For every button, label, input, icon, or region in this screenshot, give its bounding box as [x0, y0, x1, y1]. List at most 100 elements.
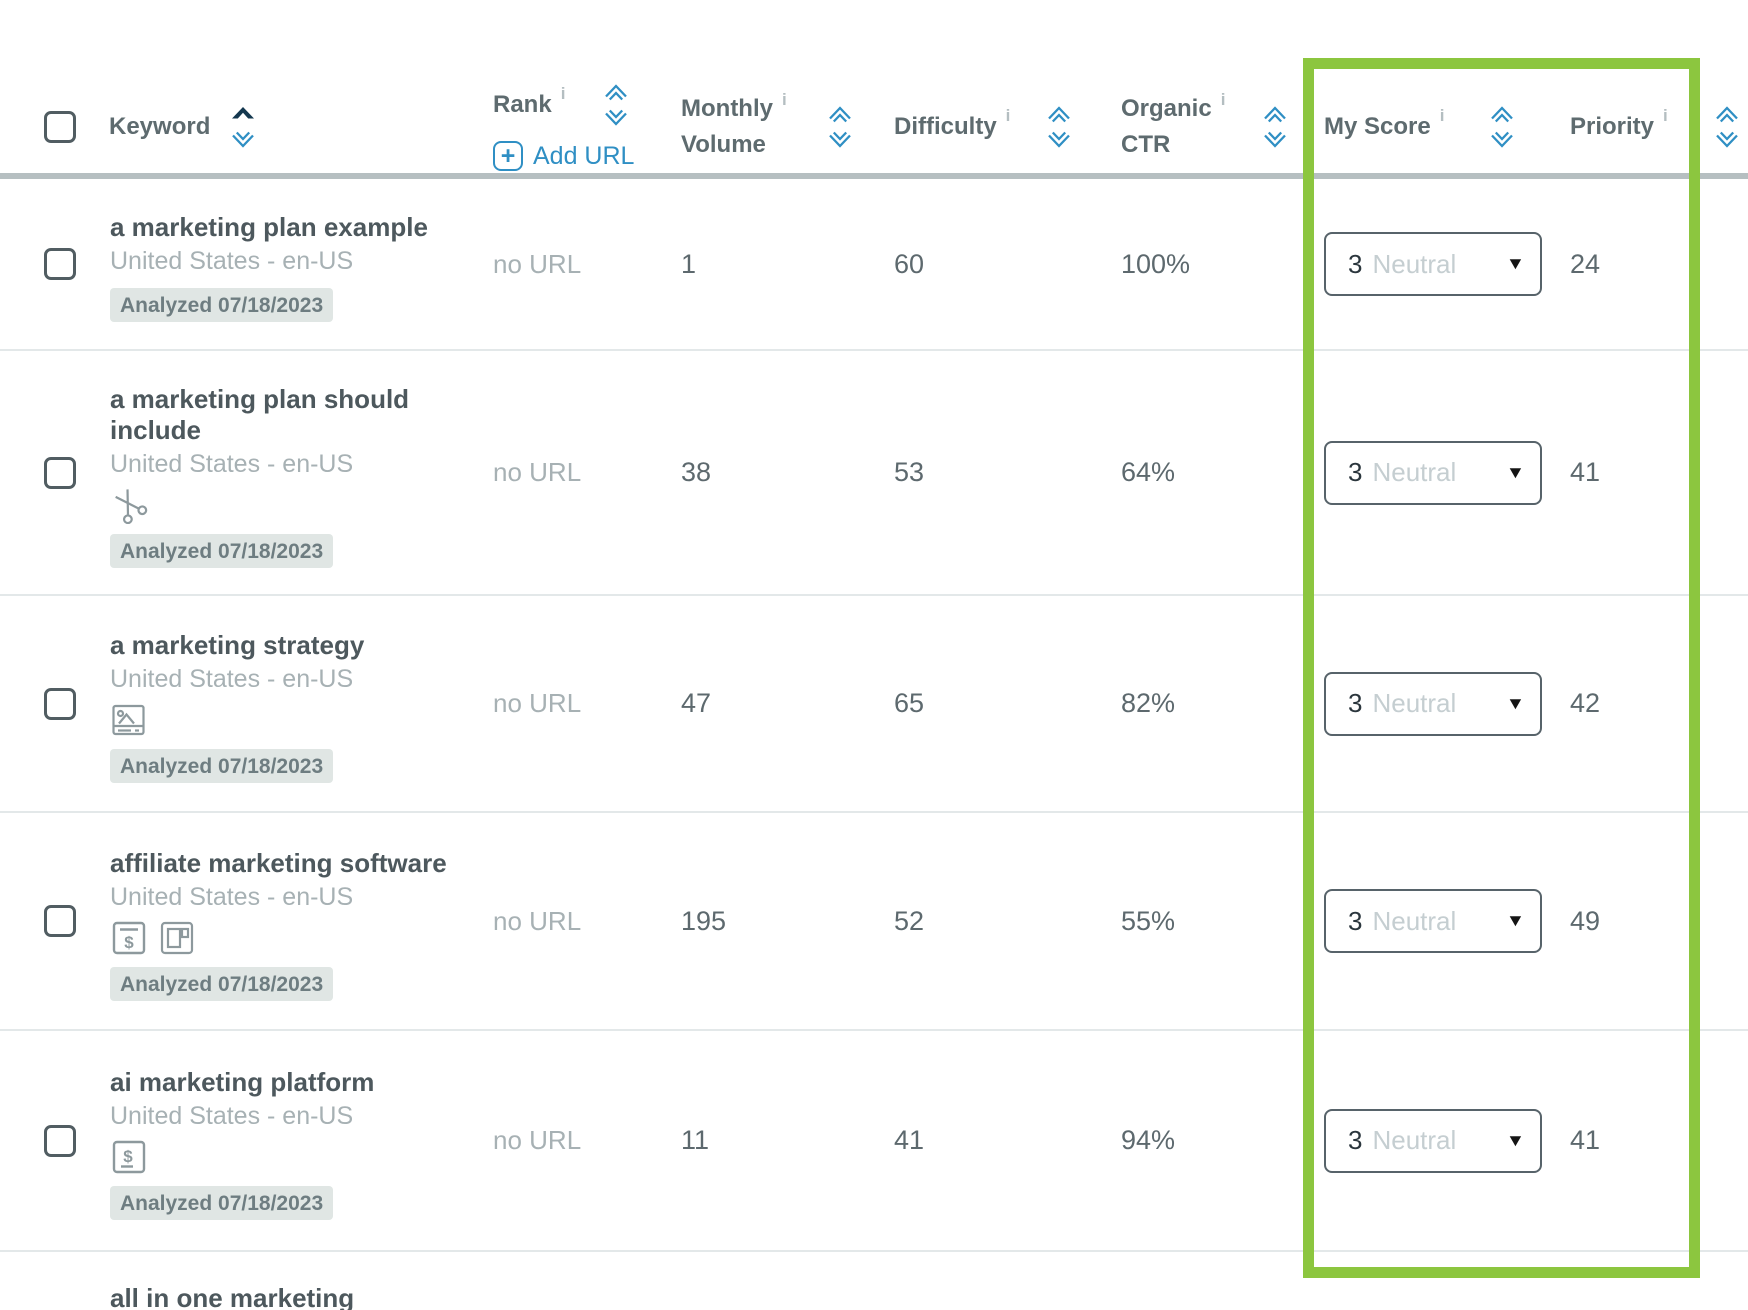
sort-organic-ctr-icon[interactable] — [1262, 104, 1288, 150]
ads-bottom-icon — [110, 1138, 148, 1176]
analyzed-badge: Analyzed 07/18/2023 — [110, 966, 334, 1001]
sort-my-score-icon[interactable] — [1489, 104, 1515, 150]
image-pack-icon — [110, 701, 148, 739]
dropdown-arrow-icon: ▼ — [1505, 1130, 1526, 1150]
keyword-title: ai marketing platform — [110, 1067, 375, 1097]
keyword-title: a marketing plan example — [110, 212, 428, 242]
my-score-label: Neutral — [1372, 1125, 1457, 1155]
knowledge-panel-icon — [158, 919, 196, 957]
organic-ctr-value: 94% — [1121, 1125, 1176, 1155]
dropdown-arrow-icon: ▼ — [1505, 693, 1526, 713]
info-icon[interactable]: i — [1005, 105, 1011, 125]
priority-value: 41 — [1570, 1125, 1601, 1155]
keyword-location: United States - en-US — [110, 247, 354, 275]
analyzed-badge: Analyzed 07/18/2023 — [110, 1186, 334, 1220]
priority-value: 24 — [1570, 248, 1601, 279]
rank-value: no URL — [493, 1125, 582, 1155]
dropdown-arrow-icon: ▼ — [1505, 462, 1526, 482]
row-checkbox[interactable] — [44, 905, 76, 937]
header-extra — [1700, 0, 1748, 173]
my-score-select[interactable]: 3 Neutral ▼ — [1324, 889, 1542, 953]
sort-keyword-icon[interactable] — [230, 104, 256, 150]
priority-value: 42 — [1570, 688, 1601, 718]
keyword-title: all in one marketing — [110, 1283, 355, 1310]
info-icon[interactable]: i — [1220, 89, 1226, 109]
organic-ctr-value: 82% — [1121, 688, 1176, 718]
keyword-location: United States - en-US — [110, 882, 354, 911]
table-row: a marketing strategy United States - en-… — [0, 596, 1748, 813]
my-score-select[interactable]: 3 Neutral ▼ — [1324, 440, 1542, 505]
header-keyword: Keyword — [0, 0, 490, 173]
my-score-value: 3 — [1348, 905, 1363, 936]
header-priority: Priority i — [1565, 0, 1700, 173]
column-label-rank: Rank — [493, 91, 552, 118]
difficulty-value: 65 — [894, 688, 925, 718]
info-icon[interactable]: i — [781, 89, 787, 109]
row-checkbox[interactable] — [44, 248, 76, 280]
my-score-label: Neutral — [1372, 457, 1457, 487]
table-header: Keyword Rank i + Add URL Monthly i Volume… — [0, 0, 1748, 179]
priority-value: 41 — [1570, 457, 1601, 487]
dropdown-arrow-icon: ▼ — [1505, 254, 1526, 273]
analyzed-badge: Analyzed 07/18/2023 — [110, 533, 334, 568]
analyzed-badge: Analyzed 07/18/2023 — [110, 749, 334, 783]
column-label-my-score: My Score — [1324, 112, 1431, 140]
ads-top-icon — [110, 919, 148, 957]
monthly-volume-value: 11 — [681, 1125, 710, 1155]
keyword-location: United States - en-US — [110, 665, 354, 693]
my-score-label: Neutral — [1372, 688, 1457, 718]
my-score-value: 3 — [1348, 248, 1363, 279]
add-url-label: Add URL — [533, 141, 635, 170]
rank-value: no URL — [493, 457, 582, 487]
sort-monthly-volume-icon[interactable] — [827, 104, 853, 150]
analyzed-badge: Analyzed 07/18/2023 — [110, 288, 334, 322]
scissors-icon — [110, 486, 148, 524]
header-difficulty: Difficulty i — [890, 0, 1115, 173]
row-checkbox[interactable] — [44, 456, 76, 489]
header-rank: Rank i + Add URL — [490, 0, 676, 173]
select-all-checkbox[interactable] — [44, 110, 76, 143]
keyword-location: United States - en-US — [110, 1102, 354, 1130]
my-score-select[interactable]: 3 Neutral ▼ — [1324, 1108, 1542, 1173]
table-row: ai marketing platform United States - en… — [0, 1031, 1748, 1252]
organic-ctr-value: 100% — [1121, 248, 1191, 279]
plus-icon: + — [493, 141, 523, 171]
header-my-score: My Score i — [1320, 0, 1565, 173]
keyword-location: United States - en-US — [110, 449, 354, 478]
column-label-monthly-volume: Monthly — [681, 94, 773, 122]
info-icon[interactable]: i — [560, 84, 566, 103]
info-icon[interactable]: i — [1439, 105, 1445, 125]
keyword-title: affiliate marketing software — [110, 847, 447, 878]
row-checkbox[interactable] — [44, 1124, 76, 1157]
add-url-button[interactable]: + Add URL — [493, 141, 634, 171]
my-score-value: 3 — [1348, 457, 1363, 487]
info-icon[interactable]: i — [1663, 105, 1668, 125]
table-row: a marketing plan should include United S… — [0, 351, 1748, 596]
column-label-keyword: Keyword — [109, 112, 211, 140]
monthly-volume-value: 47 — [681, 688, 712, 718]
table-row: a marketing plan example United States -… — [0, 179, 1748, 351]
my-score-select[interactable]: 3 Neutral ▼ — [1324, 671, 1542, 736]
sort-rank-icon[interactable] — [603, 82, 629, 128]
my-score-label: Neutral — [1372, 248, 1457, 279]
sort-difficulty-icon[interactable] — [1046, 104, 1072, 150]
keyword-title: a marketing plan should include — [110, 383, 410, 445]
my-score-select[interactable]: 3 Neutral ▼ — [1324, 232, 1542, 296]
rank-value: no URL — [493, 905, 582, 936]
monthly-volume-value: 1 — [681, 248, 697, 279]
organic-ctr-value: 55% — [1121, 905, 1176, 936]
sort-priority-icon[interactable] — [1714, 104, 1740, 150]
rank-value: no URL — [493, 248, 582, 279]
rank-value: no URL — [493, 688, 582, 718]
monthly-volume-value: 38 — [681, 457, 712, 487]
table-row: affiliate marketing software United Stat… — [0, 813, 1748, 1031]
difficulty-value: 60 — [894, 248, 925, 279]
header-monthly-volume: Monthly i Volume — [676, 0, 890, 173]
header-organic-ctr: Organic i CTR — [1115, 0, 1320, 173]
my-score-value: 3 — [1348, 1125, 1363, 1155]
column-label-organic-ctr: Organic — [1121, 94, 1212, 122]
row-checkbox[interactable] — [44, 687, 76, 720]
priority-value: 49 — [1570, 905, 1601, 936]
my-score-value: 3 — [1348, 688, 1363, 718]
